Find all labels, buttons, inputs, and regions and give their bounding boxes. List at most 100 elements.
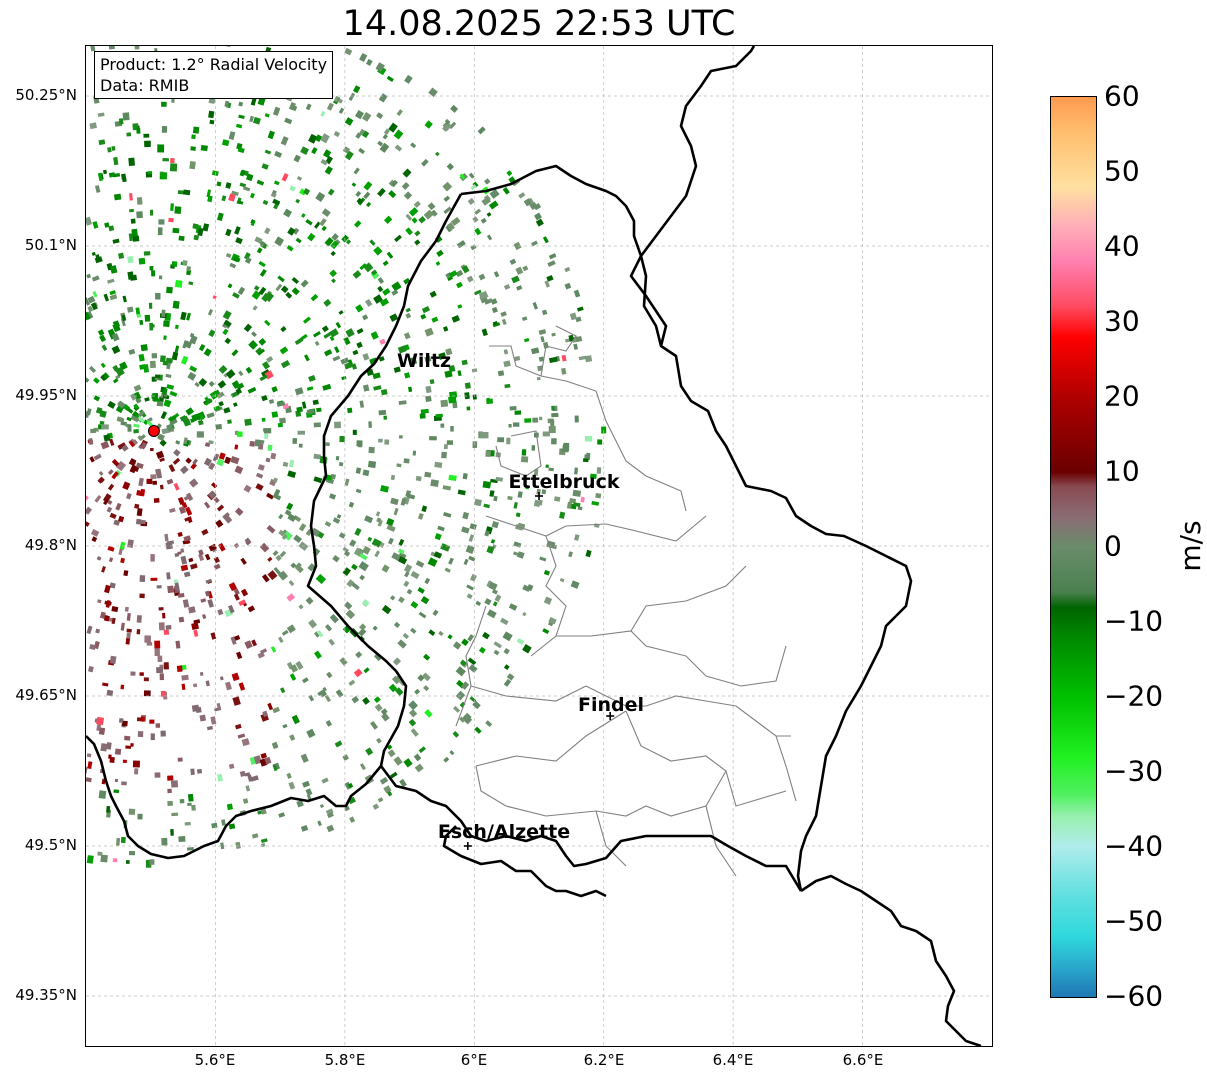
velocity-echo-pixel [216, 391, 225, 399]
canton-border-line [495, 430, 542, 477]
velocity-echo-pixel [375, 62, 385, 72]
velocity-echo-pixel [244, 418, 252, 426]
velocity-echo-pixel [260, 752, 268, 759]
velocity-echo-pixel [389, 595, 396, 601]
velocity-echo-pixel [365, 298, 373, 307]
velocity-echo-pixel [418, 513, 424, 520]
velocity-echo-pixel [107, 147, 112, 153]
velocity-echo-pixel [368, 446, 375, 454]
velocity-echo-pixel [551, 412, 559, 418]
velocity-echo-pixel [375, 511, 381, 517]
velocity-echo-pixel [305, 103, 312, 111]
velocity-echo-pixel [163, 335, 167, 340]
velocity-echo-pixel [134, 503, 140, 509]
canton-border-line [775, 735, 797, 802]
velocity-echo-pixel [435, 151, 440, 157]
velocity-echo-pixel [435, 413, 443, 418]
velocity-echo-pixel [250, 220, 256, 227]
velocity-echo-pixel [359, 763, 366, 771]
velocity-echo-pixel [323, 349, 333, 357]
velocity-echo-pixel [374, 703, 383, 712]
velocity-echo-pixel [403, 580, 410, 588]
velocity-echo-pixel [429, 379, 435, 385]
velocity-echo-pixel [450, 104, 459, 113]
velocity-echo-pixel [210, 632, 217, 640]
city-label-wiltz: Wiltz [396, 350, 452, 372]
velocity-echo-pixel [585, 549, 592, 558]
velocity-echo-pixel [570, 580, 580, 589]
velocity-echo-pixel [537, 365, 543, 372]
velocity-echo-pixel [577, 506, 583, 511]
velocity-echo-pixel [405, 213, 413, 221]
velocity-echo-pixel [493, 271, 500, 278]
velocity-echo-pixel [160, 172, 168, 180]
velocity-echo-pixel [398, 538, 405, 546]
velocity-echo-pixel [362, 384, 370, 392]
velocity-echo-pixel [372, 803, 380, 810]
velocity-echo-pixel [280, 285, 289, 294]
radar-map[interactable] [85, 45, 993, 1047]
velocity-echo-pixel [213, 405, 221, 411]
velocity-echo-pixel [227, 283, 233, 289]
velocity-echo-pixel [466, 406, 471, 411]
velocity-echo-pixel [277, 422, 283, 428]
velocity-echo-pixel [532, 302, 538, 310]
velocity-echo-pixel [103, 498, 109, 506]
velocity-echo-pixel [99, 334, 107, 343]
velocity-echo-pixel [111, 617, 116, 625]
velocity-echo-pixel [514, 410, 522, 415]
velocity-echo-pixel [239, 770, 246, 777]
velocity-echo-pixel [313, 453, 321, 460]
velocity-echo-pixel [150, 447, 154, 452]
velocity-echo-pixel [120, 557, 125, 564]
velocity-echo-pixel [526, 584, 534, 592]
velocity-echo-pixel [100, 374, 107, 382]
velocity-echo-pixel [218, 364, 228, 374]
velocity-echo-pixel [160, 690, 166, 697]
velocity-echo-pixel [89, 122, 97, 130]
velocity-echo-pixel [353, 167, 360, 175]
velocity-echo-pixel [394, 144, 403, 152]
velocity-echo-pixel [128, 348, 136, 355]
velocity-echo-pixel [427, 557, 438, 567]
velocity-echo-pixel [503, 648, 510, 655]
velocity-echo-pixel [387, 537, 394, 545]
velocity-echo-pixel [442, 485, 452, 491]
velocity-echo-pixel [149, 360, 156, 369]
velocity-echo-pixel [250, 192, 255, 199]
velocity-echo-pixel [286, 772, 292, 779]
velocity-echo-pixel [111, 606, 119, 613]
country-border-line [442, 825, 607, 898]
velocity-echo-pixel [130, 218, 136, 224]
velocity-echo-pixel [462, 473, 468, 480]
velocity-echo-pixel [434, 461, 443, 468]
velocity-echo-pixel [264, 433, 269, 439]
velocity-echo-pixel [465, 544, 475, 554]
velocity-echo-pixel [453, 705, 461, 713]
velocity-echo-pixel [352, 270, 362, 279]
velocity-echo-pixel [503, 678, 512, 687]
velocity-echo-pixel [301, 213, 306, 218]
velocity-echo-pixel [112, 858, 118, 863]
velocity-echo-pixel [564, 282, 572, 290]
velocity-echo-pixel [508, 423, 512, 428]
velocity-echo-pixel [257, 348, 266, 356]
velocity-echo-pixel [405, 227, 413, 236]
velocity-echo-pixel [351, 363, 358, 370]
velocity-echo-pixel [492, 322, 501, 328]
colorbar-tick-label: 60 [1104, 79, 1140, 113]
velocity-echo-pixel [185, 506, 193, 516]
velocity-echo-pixel [270, 192, 277, 198]
velocity-echo-pixel [325, 720, 333, 727]
velocity-echo-pixel [204, 590, 211, 597]
velocity-echo-pixel [183, 189, 191, 196]
velocity-echo-pixel [235, 237, 243, 245]
velocity-echo-pixel [383, 128, 391, 135]
velocity-echo-pixel [128, 233, 133, 242]
velocity-echo-pixel [542, 431, 550, 437]
velocity-echo-pixel [361, 130, 370, 138]
velocity-echo-pixel [386, 524, 396, 532]
velocity-echo-pixel [157, 227, 163, 236]
velocity-echo-pixel [216, 702, 222, 710]
velocity-echo-pixel [427, 202, 436, 211]
